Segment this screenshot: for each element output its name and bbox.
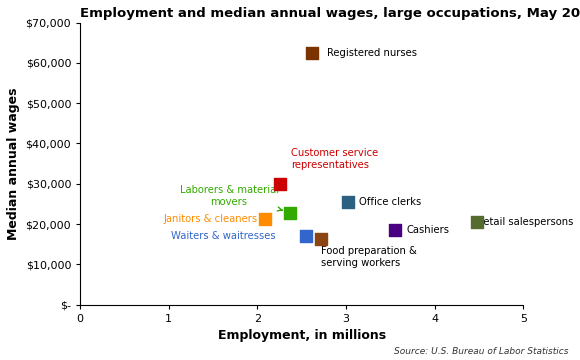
Text: Retail salespersons: Retail salespersons <box>477 217 574 227</box>
Point <box>308 50 317 56</box>
Point <box>260 216 269 222</box>
Text: Janitors & cleaners: Janitors & cleaners <box>164 214 258 224</box>
Text: Customer service
representatives: Customer service representatives <box>291 148 378 170</box>
Point <box>473 219 482 225</box>
Text: Cashiers: Cashiers <box>407 225 450 235</box>
Text: Employment and median annual wages, large occupations, May 2008: Employment and median annual wages, larg… <box>80 7 580 20</box>
Text: Waiters & waitresses: Waiters & waitresses <box>171 231 275 242</box>
Text: Source: U.S. Bureau of Labor Statistics: Source: U.S. Bureau of Labor Statistics <box>394 347 568 356</box>
Point <box>285 210 295 216</box>
Text: Registered nurses: Registered nurses <box>327 48 416 58</box>
Point <box>275 181 284 187</box>
Text: Food preparation &
serving workers: Food preparation & serving workers <box>321 246 417 268</box>
Point <box>343 199 353 205</box>
Text: Laborers & material
movers: Laborers & material movers <box>180 185 282 211</box>
Point <box>302 234 311 239</box>
Point <box>390 227 400 233</box>
Text: Office clerks: Office clerks <box>358 197 420 207</box>
Point <box>317 237 326 242</box>
X-axis label: Employment, in millions: Employment, in millions <box>218 329 386 342</box>
Y-axis label: Median annual wages: Median annual wages <box>7 87 20 240</box>
